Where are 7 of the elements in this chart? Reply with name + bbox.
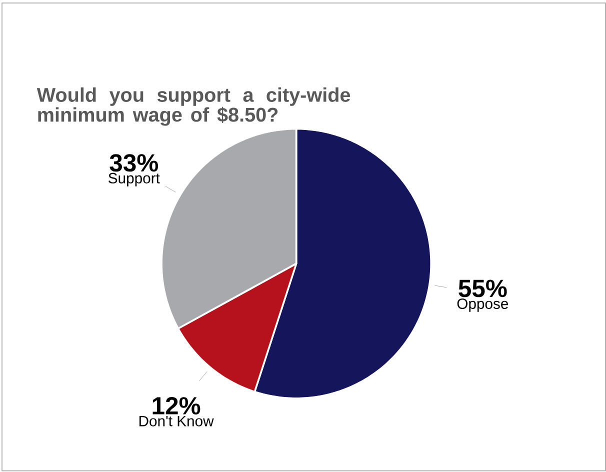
slice-label: Don't Know (139, 416, 214, 426)
chart-title: Would you support a city-wide minimum wage of $8.50? (36, 88, 350, 126)
data-label: 55% (458, 280, 507, 298)
data-label: 33% (110, 154, 158, 172)
data-label: 12% (152, 397, 200, 415)
slice-label: Oppose (457, 298, 508, 312)
slice-label: Support (108, 173, 160, 187)
